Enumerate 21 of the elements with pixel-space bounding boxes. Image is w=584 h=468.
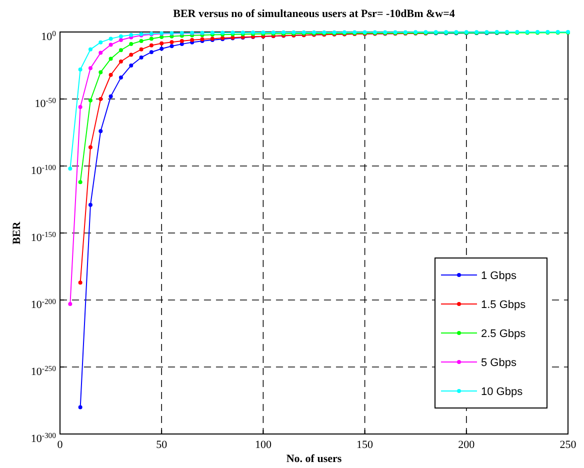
x-tick-label: 100 <box>254 439 272 451</box>
y-tick-label: 10$^{-150}$ <box>30 230 56 244</box>
legend-label: 1.5 Gbps <box>481 299 526 311</box>
y-tick-label: 10$^{-100}$ <box>30 162 56 177</box>
legend-label: 10 Gbps <box>481 386 524 398</box>
legend-label: 5 Gbps <box>481 357 517 369</box>
y-tick-label: 10$^{-300}$ <box>30 430 56 445</box>
y-tick-label: 10$^{-200}$ <box>30 296 56 311</box>
legend-label: 2.5 Gbps <box>481 328 526 340</box>
x-tick-label: 250 <box>560 439 577 451</box>
x-tick-label: 50 <box>156 439 168 451</box>
legend-label: 1 Gbps <box>481 270 517 282</box>
x-axis-title: No. of users <box>286 453 342 465</box>
y-tick-label: 10$^{-50}$ <box>34 96 56 110</box>
chart-title: BER versus no of simultaneous users at Psr= -10dBm &w=4 <box>173 8 456 20</box>
x-tick-label: 150 <box>356 439 374 451</box>
y-tick-label: 10$^{-250}$ <box>30 364 56 378</box>
x-tick-label: 200 <box>458 439 476 451</box>
y-axis-title: BER <box>11 220 23 244</box>
x-tick-label: 0 <box>57 439 64 451</box>
y-tick-label: 10$^{0}$ <box>41 28 56 43</box>
